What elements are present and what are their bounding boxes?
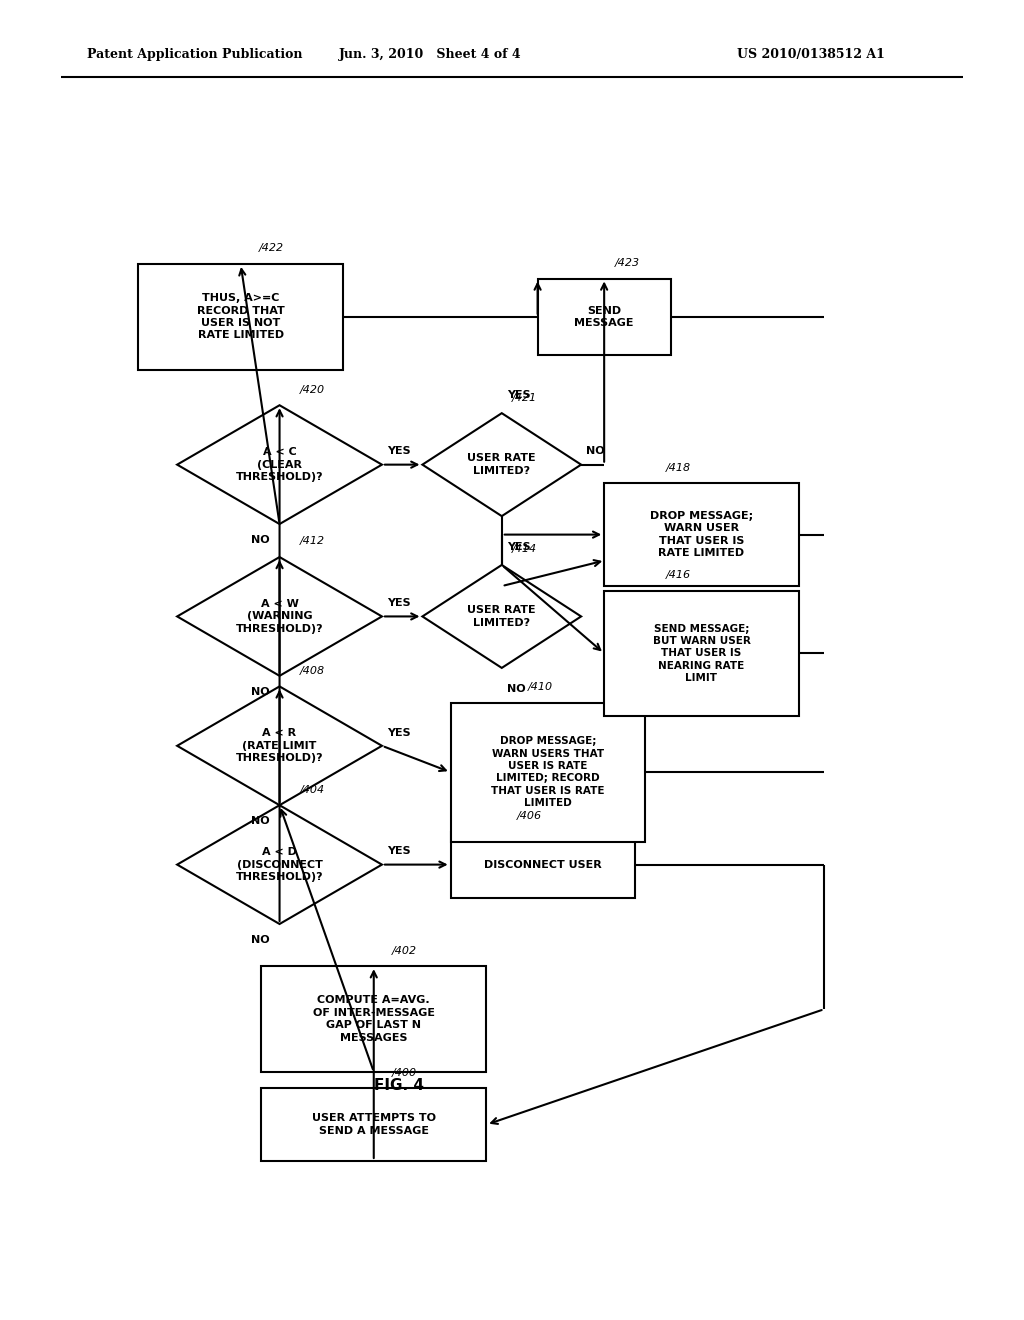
Text: A < D
(DISCONNECT
THRESHOLD)?: A < D (DISCONNECT THRESHOLD)? [236,847,324,882]
Text: FIG. 4: FIG. 4 [375,1077,424,1093]
Text: /412: /412 [300,536,326,546]
Text: DROP MESSAGE;
WARN USERS THAT
USER IS RATE
LIMITED; RECORD
THAT USER IS RATE
LIM: DROP MESSAGE; WARN USERS THAT USER IS RA… [492,737,604,808]
Text: Jun. 3, 2010   Sheet 4 of 4: Jun. 3, 2010 Sheet 4 of 4 [339,48,521,61]
Text: THUS, A>=C
RECORD THAT
USER IS NOT
RATE LIMITED: THUS, A>=C RECORD THAT USER IS NOT RATE … [197,293,285,341]
Text: YES: YES [387,727,411,738]
Text: A < R
(RATE LIMIT
THRESHOLD)?: A < R (RATE LIMIT THRESHOLD)? [236,729,324,763]
FancyBboxPatch shape [451,704,645,842]
Text: A < W
(WARNING
THRESHOLD)?: A < W (WARNING THRESHOLD)? [236,599,324,634]
Text: /416: /416 [666,570,691,581]
Text: SEND
MESSAGE: SEND MESSAGE [574,306,634,327]
Text: Patent Application Publication: Patent Application Publication [87,48,302,61]
Text: /410: /410 [527,682,553,692]
Text: NO: NO [507,684,525,694]
Text: YES: YES [507,389,530,400]
Text: A < C
(CLEAR
THRESHOLD)?: A < C (CLEAR THRESHOLD)? [236,447,324,482]
Text: /422: /422 [259,243,285,253]
Text: YES: YES [387,598,411,609]
Text: /414: /414 [512,544,538,554]
Text: USER ATTEMPTS TO
SEND A MESSAGE: USER ATTEMPTS TO SEND A MESSAGE [311,1114,436,1135]
FancyBboxPatch shape [261,1088,486,1162]
Text: NO: NO [251,535,269,545]
Text: USER RATE
LIMITED?: USER RATE LIMITED? [467,606,537,627]
Text: /400: /400 [392,1068,418,1077]
Text: YES: YES [507,541,530,552]
Text: /408: /408 [300,665,326,676]
FancyBboxPatch shape [538,279,671,355]
Text: DISCONNECT USER: DISCONNECT USER [484,859,601,870]
Text: /406: /406 [517,810,543,821]
Text: NO: NO [586,446,605,457]
Text: US 2010/0138512 A1: US 2010/0138512 A1 [737,48,885,61]
FancyBboxPatch shape [138,264,343,370]
Text: NO: NO [251,816,269,826]
Text: NO: NO [251,935,269,945]
Polygon shape [177,557,382,676]
Polygon shape [422,565,582,668]
Text: NO: NO [251,686,269,697]
FancyBboxPatch shape [604,591,799,715]
Text: /421: /421 [512,392,538,403]
Text: COMPUTE A=AVG.
OF INTER-MESSAGE
GAP OF LAST N
MESSAGES: COMPUTE A=AVG. OF INTER-MESSAGE GAP OF L… [312,995,435,1043]
Polygon shape [177,805,382,924]
Text: /418: /418 [666,462,691,473]
Text: YES: YES [387,846,411,857]
Text: /402: /402 [392,945,418,956]
Text: DROP MESSAGE;
WARN USER
THAT USER IS
RATE LIMITED: DROP MESSAGE; WARN USER THAT USER IS RAT… [650,511,753,558]
Text: SEND MESSAGE;
BUT WARN USER
THAT USER IS
NEARING RATE
LIMIT: SEND MESSAGE; BUT WARN USER THAT USER IS… [652,623,751,684]
Text: YES: YES [387,446,411,457]
FancyBboxPatch shape [604,483,799,586]
Polygon shape [177,686,382,805]
Text: USER RATE
LIMITED?: USER RATE LIMITED? [467,454,537,475]
Polygon shape [422,413,582,516]
Text: /404: /404 [300,784,326,795]
FancyBboxPatch shape [451,832,635,898]
FancyBboxPatch shape [261,966,486,1072]
Polygon shape [177,405,382,524]
Text: /423: /423 [614,257,640,268]
Text: /420: /420 [300,384,326,395]
